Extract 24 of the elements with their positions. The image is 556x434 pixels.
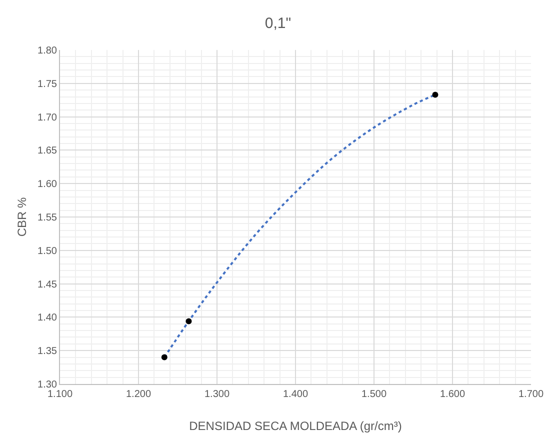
x-tick-label: 1.200	[126, 389, 152, 400]
point	[186, 318, 192, 324]
y-tick-label: 1.80	[38, 46, 58, 56]
point	[161, 354, 168, 360]
x-tick-label: 1.600	[440, 389, 466, 400]
y-tick-label: 1.40	[38, 312, 58, 324]
y-tick-label: 1.65	[38, 146, 58, 157]
chart-title: 0,1"	[264, 14, 292, 32]
y-tick-label: 1.35	[38, 346, 58, 358]
y-tick-label: 1.70	[38, 112, 58, 124]
x-tick-label: 1.500	[361, 389, 387, 400]
y-axis-title: CBR %	[15, 197, 29, 237]
y-tick-label: 1.50	[38, 246, 58, 257]
y-tick-label: 1.45	[38, 279, 58, 290]
y-tick-label: 1.30	[38, 380, 58, 390]
point	[432, 92, 438, 98]
x-tick-label: 1.100	[47, 389, 73, 400]
x-tick-label: 1.300	[204, 389, 230, 400]
x-tick-label: 1.400	[282, 389, 308, 400]
x-tick-label: 1.700	[518, 389, 544, 400]
y-tick-label: 1.60	[38, 179, 58, 190]
y-tick-label: 1.55	[38, 212, 58, 224]
x-axis-title: DENSIDAD SECA MOLDEADA (gr/cm³)	[189, 419, 402, 433]
y-tick-label: 1.75	[38, 78, 58, 90]
